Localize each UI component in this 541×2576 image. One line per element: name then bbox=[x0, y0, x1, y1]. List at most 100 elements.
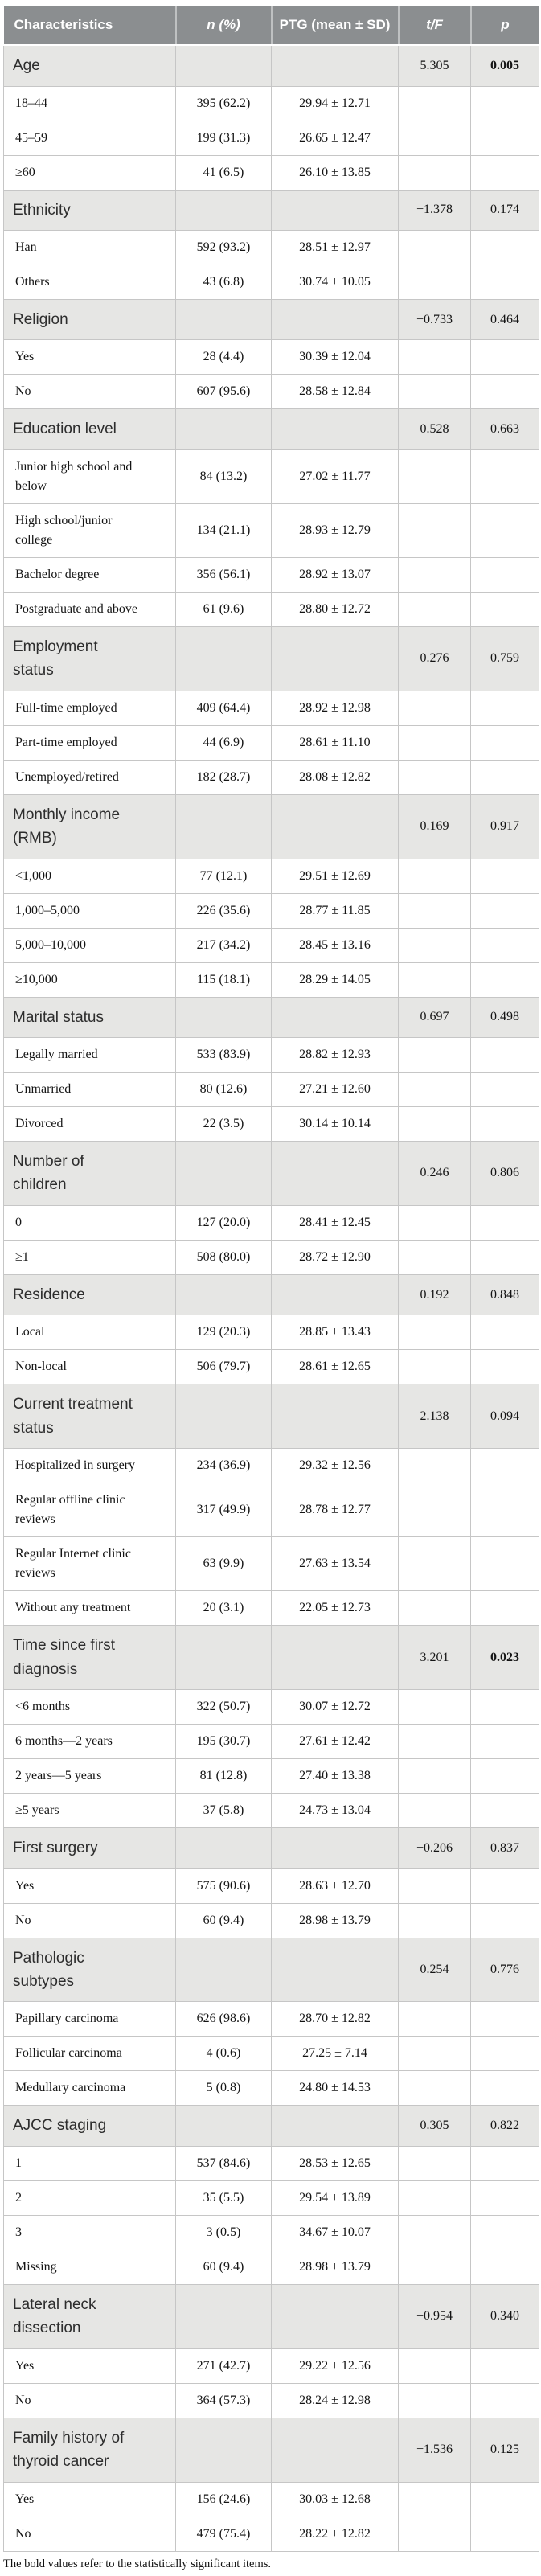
item-label: Postgraduate and above bbox=[15, 601, 137, 616]
ptg-cell: 28.82 ± 12.93 bbox=[271, 1037, 399, 1073]
item-label: Divorced bbox=[15, 1117, 64, 1131]
n-percent-cell: 81 (12.8) bbox=[175, 1758, 272, 1795]
t-f-cell bbox=[398, 2516, 471, 2552]
ptg-cell: 28.92 ± 12.98 bbox=[271, 690, 399, 726]
ptg-cell bbox=[271, 794, 399, 859]
ptg-cell bbox=[271, 1937, 399, 2003]
characteristic-cell: 3 bbox=[3, 2214, 176, 2250]
item-label: <1,000 bbox=[15, 868, 52, 883]
t-f-cell bbox=[398, 502, 471, 558]
characteristic-cell: 2 years—5 years bbox=[3, 1758, 176, 1795]
item-label: Legally married bbox=[15, 1048, 98, 1062]
n-percent-cell bbox=[175, 996, 272, 1039]
p-value-cell bbox=[470, 502, 539, 558]
t-f-cell bbox=[398, 1315, 471, 1351]
p-value-cell bbox=[470, 1536, 539, 1592]
characteristic-cell: 2 bbox=[3, 2180, 176, 2216]
characteristic-cell: Divorced bbox=[3, 1106, 176, 1142]
characteristic-cell: Lateral neck dissection bbox=[3, 2283, 176, 2349]
n-percent-cell: 356 (56.1) bbox=[175, 556, 272, 593]
n-percent-cell: 3 (0.5) bbox=[175, 2214, 272, 2250]
characteristic-cell: ≥5 years bbox=[3, 1793, 176, 1829]
item-row: ≥60 41 (6.5) 26.10 ± 13.85 bbox=[3, 154, 539, 191]
p-value-cell: 0.498 bbox=[470, 996, 539, 1039]
characteristic-cell: Family history of thyroid cancer bbox=[3, 2417, 176, 2483]
item-row: Missing 60 (9.4) 28.98 ± 13.79 bbox=[3, 2249, 539, 2285]
n-percent-cell: 5 (0.8) bbox=[175, 2070, 272, 2106]
n-percent-cell bbox=[175, 298, 272, 341]
characteristic-cell: Unemployed/retired bbox=[3, 759, 176, 795]
characteristic-cell: Part-time employed bbox=[3, 724, 176, 761]
item-row: No 479 (75.4) 28.22 ± 12.82 bbox=[3, 2516, 539, 2552]
t-f-cell bbox=[398, 858, 471, 894]
item-label: Bachelor degree bbox=[15, 567, 100, 581]
p-value-cell bbox=[470, 591, 539, 627]
p-value-cell bbox=[470, 2249, 539, 2285]
n-percent-cell: 84 (13.2) bbox=[175, 449, 272, 504]
characteristic-cell: No bbox=[3, 2516, 176, 2552]
n-percent-cell bbox=[175, 794, 272, 859]
t-f-cell: 0.697 bbox=[398, 996, 471, 1039]
t-f-cell bbox=[398, 759, 471, 795]
ptg-cell: 28.85 ± 13.43 bbox=[271, 1315, 399, 1351]
ptg-cell: 28.53 ± 12.65 bbox=[271, 2145, 399, 2181]
ptg-cell: 29.22 ± 12.56 bbox=[271, 2348, 399, 2384]
item-row: Unmarried 80 (12.6) 27.21 ± 12.60 bbox=[3, 1072, 539, 1108]
p-value-cell bbox=[470, 927, 539, 963]
p-value-cell bbox=[470, 264, 539, 300]
item-label: Yes bbox=[15, 2358, 35, 2373]
p-value-cell bbox=[470, 1037, 539, 1073]
item-label: 2 years—5 years bbox=[15, 1769, 102, 1783]
characteristic-cell: Yes bbox=[3, 339, 176, 375]
characteristic-cell: ≥1 bbox=[3, 1239, 176, 1275]
p-value-cell: 0.125 bbox=[470, 2417, 539, 2483]
p-value-cell bbox=[470, 154, 539, 191]
ptg-cell bbox=[271, 1141, 399, 1206]
p-value-cell bbox=[470, 120, 539, 156]
n-percent-cell: 607 (95.6) bbox=[175, 374, 272, 410]
category-label: Current treatment status bbox=[13, 1396, 133, 1437]
p-value-cell bbox=[470, 2036, 539, 2072]
n-percent-cell: 22 (3.5) bbox=[175, 1106, 272, 1142]
t-f-cell bbox=[398, 1590, 471, 1626]
t-f-cell: −1.536 bbox=[398, 2417, 471, 2483]
n-percent-cell bbox=[175, 1937, 272, 2003]
characteristic-cell: AJCC staging bbox=[3, 2105, 176, 2147]
characteristic-cell: Legally married bbox=[3, 1037, 176, 1073]
item-row: Regular Internet clinic reviews 63 (9.9) 2… bbox=[3, 1536, 539, 1592]
category-row: Lateral neck dissection −0.954 0.340 bbox=[3, 2283, 539, 2349]
n-percent-cell: 4 (0.6) bbox=[175, 2036, 272, 2072]
column-header-t-f: t/F bbox=[397, 6, 471, 47]
item-label: ≥5 years bbox=[15, 1803, 59, 1818]
ptg-cell bbox=[271, 1625, 399, 1691]
p-value-cell bbox=[470, 962, 539, 998]
characteristic-cell: Current treatment status bbox=[3, 1384, 176, 1450]
p-value-cell: 0.094 bbox=[470, 1384, 539, 1450]
item-row: 6 months—2 years 195 (30.7) 27.61 ± 12.42 bbox=[3, 1724, 539, 1760]
n-percent-cell: 395 (62.2) bbox=[175, 85, 272, 121]
item-row: 1 537 (84.6) 28.53 ± 12.65 bbox=[3, 2145, 539, 2181]
category-row: Ethnicity −1.378 0.174 bbox=[3, 189, 539, 231]
p-value-cell bbox=[470, 1689, 539, 1725]
item-row: Junior high school and below 84 (13.2) 27.… bbox=[3, 449, 539, 504]
p-value-cell bbox=[470, 449, 539, 504]
column-header-characteristics: Characteristics bbox=[3, 6, 176, 47]
item-row: <6 months 322 (50.7) 30.07 ± 12.72 bbox=[3, 1689, 539, 1725]
item-label: Others bbox=[15, 274, 50, 289]
t-f-cell: 0.276 bbox=[398, 626, 471, 691]
p-value-cell: 0.776 bbox=[470, 1937, 539, 2003]
n-percent-cell: 533 (83.9) bbox=[175, 1037, 272, 1073]
item-label: 1 bbox=[15, 2156, 22, 2170]
category-label: Time since first diagnosis bbox=[13, 1637, 116, 1678]
t-f-cell bbox=[398, 1349, 471, 1385]
item-row: Others 43 (6.8) 30.74 ± 10.05 bbox=[3, 264, 539, 300]
item-row: No 60 (9.4) 28.98 ± 13.79 bbox=[3, 1902, 539, 1938]
item-row: 5,000–10,000 217 (34.2) 28.45 ± 13.16 bbox=[3, 927, 539, 963]
category-row: Marital status 0.697 0.498 bbox=[3, 996, 539, 1039]
t-f-cell: −0.206 bbox=[398, 1827, 471, 1869]
t-f-cell bbox=[398, 724, 471, 761]
item-label: ≥10,000 bbox=[15, 972, 58, 987]
n-percent-cell bbox=[175, 189, 272, 231]
n-percent-cell: 195 (30.7) bbox=[175, 1724, 272, 1760]
p-value-cell: 0.023 bbox=[470, 1625, 539, 1691]
